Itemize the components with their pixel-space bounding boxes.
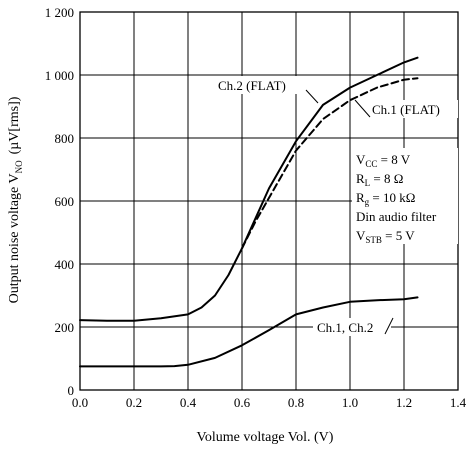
x-tick-label: 0.2 — [126, 395, 142, 410]
x-tick-label: 0.6 — [234, 395, 251, 410]
series-line-1 — [241, 77, 419, 250]
annotation-ch1-flat-box — [368, 100, 458, 118]
y-tick-label: 600 — [55, 194, 75, 209]
test-conditions: VCC = 8 V RL = 8 Ω Rg = 10 kΩ Din audio … — [352, 148, 458, 245]
series-lines — [79, 56, 419, 368]
test-conditions-bg — [352, 148, 458, 244]
curve-annotations: Ch.2 (FLAT) Ch.1 (FLAT) Ch.1, Ch.2 — [214, 76, 458, 336]
x-tick-label: 1.2 — [396, 395, 412, 410]
y-axis-label-sub: NO — [14, 160, 24, 173]
annotation-ch2-flat-box — [214, 76, 306, 94]
x-tick-label: 0.4 — [180, 395, 197, 410]
condition-vcc: VCC = 8 V — [356, 152, 411, 169]
condition-filter: Din audio filter — [356, 209, 437, 224]
annotation-ch2-flat-leader — [305, 89, 319, 104]
condition-vstb: VSTB = 5 V — [356, 228, 415, 245]
y-tick-label: 800 — [55, 131, 75, 146]
tick-labels: 0.0 0.2 0.4 0.6 0.8 1.0 1.2 1.4 0 200 400 600 800 1 0… — [45, 5, 467, 410]
annotation-ch2-flat: Ch.2 (FLAT) — [218, 78, 286, 93]
x-tick-label: 1.0 — [342, 395, 358, 410]
annotation-ch1-ch2-box — [313, 318, 391, 336]
x-tick-label: 0.0 — [72, 395, 88, 410]
y-tick-label: 400 — [55, 257, 75, 272]
condition-rg: Rg = 10 kΩ — [356, 190, 415, 207]
annotation-ch1-flat-leader — [354, 99, 371, 118]
annotation-ch1-ch2-leader — [384, 317, 394, 335]
x-tick-label: 0.8 — [288, 395, 304, 410]
x-axis-label: Volume voltage Vol. (V) — [197, 430, 334, 445]
y-axis-label-unit: (µV[rms]) — [7, 96, 22, 154]
condition-rl: RL = 8 Ω — [356, 171, 403, 188]
y-tick-label: 1 200 — [45, 5, 74, 20]
y-axis-label-main: Output noise voltage V — [7, 173, 22, 303]
x-tick-label: 1.4 — [450, 395, 467, 410]
annotation-ch1-ch2: Ch.1, Ch.2 — [317, 320, 373, 335]
y-tick-label: 1 000 — [45, 68, 74, 83]
y-tick-label: 200 — [55, 320, 75, 335]
y-tick-label: 0 — [68, 383, 75, 398]
series-line-2 — [79, 296, 419, 368]
y-axis-label: Output noise voltage VNO (µV[rms]) — [7, 96, 24, 303]
annotation-ch1-flat: Ch.1 (FLAT) — [372, 102, 440, 117]
